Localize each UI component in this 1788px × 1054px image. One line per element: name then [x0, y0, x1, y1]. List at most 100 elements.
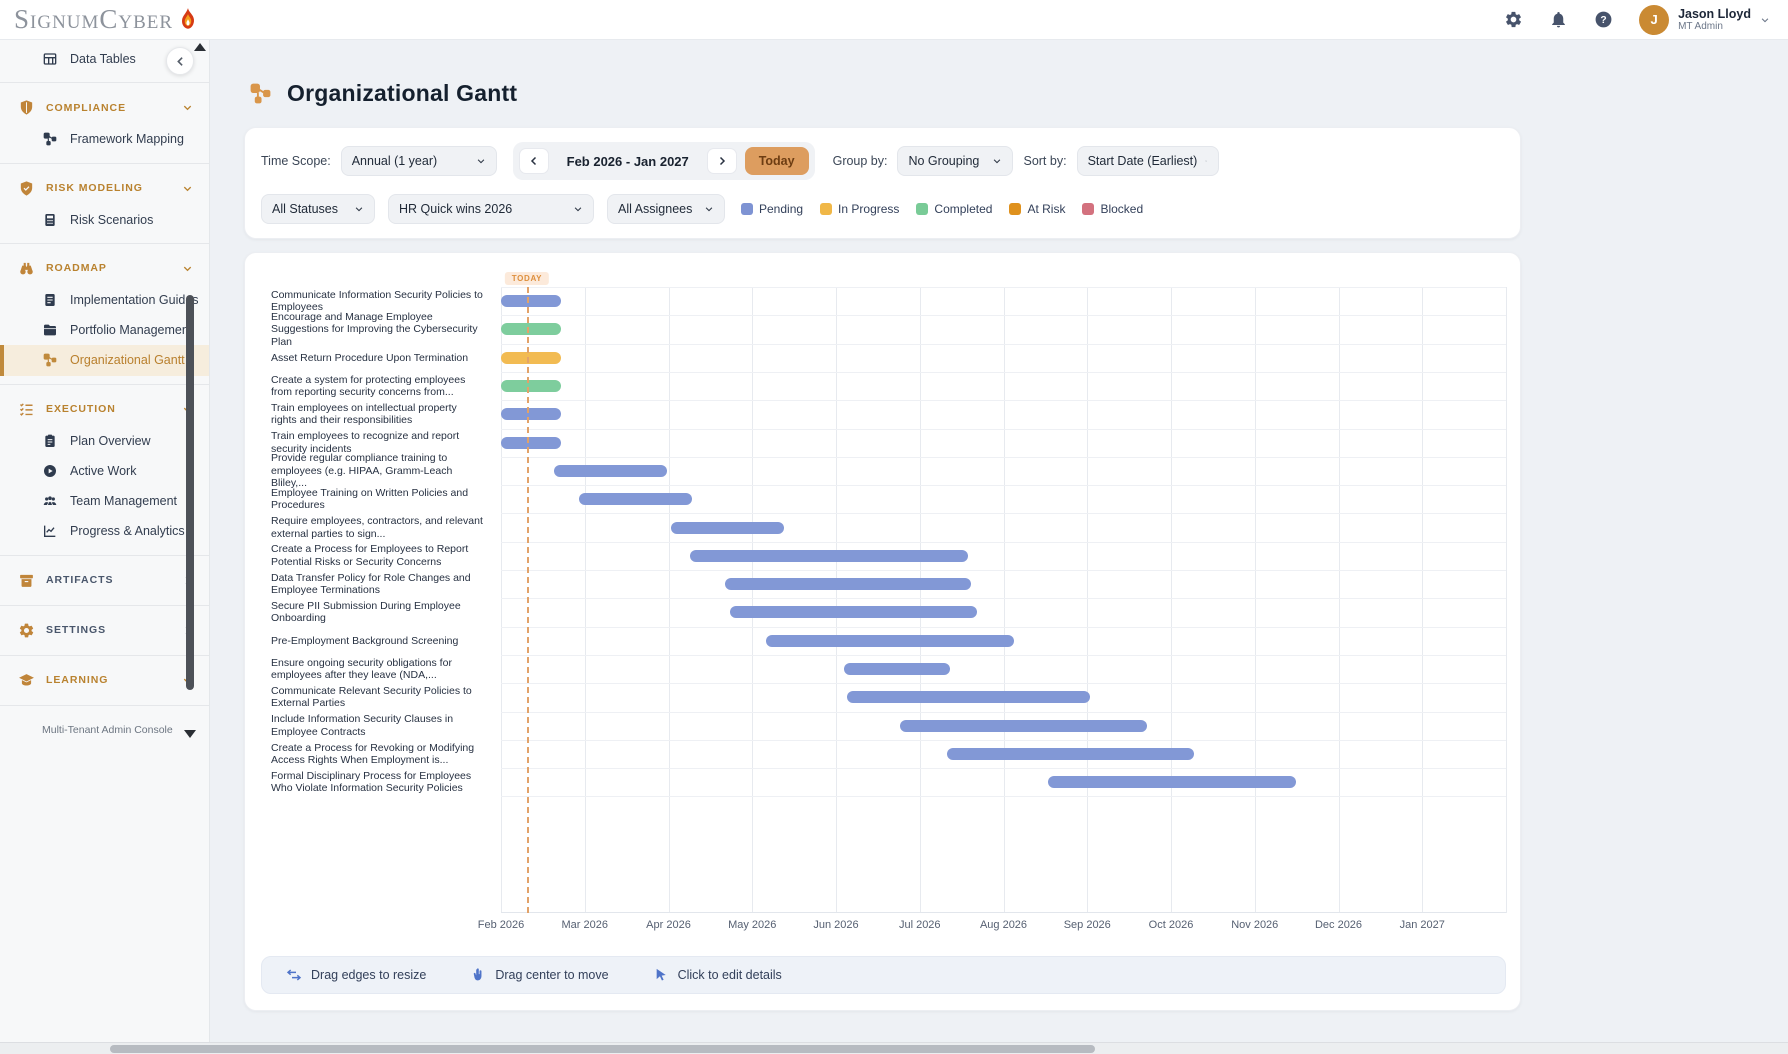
sort-by-select[interactable]: Start Date (Earliest) — [1076, 146, 1219, 176]
sidebar-section-learning[interactable]: LEARNING — [0, 664, 209, 697]
main-content: Organizational Gantt Time Scope: Annual … — [210, 40, 1788, 1042]
binoculars-icon — [18, 260, 35, 277]
task-label-text: Require employees, contractors, and rele… — [271, 515, 483, 540]
gantt-bar[interactable] — [501, 323, 562, 336]
brand-logo: SignumCyber — [14, 6, 199, 33]
month-gridline — [668, 287, 670, 913]
task-label-text: Create a Process for Employees to Report… — [271, 543, 469, 568]
month-gridline — [1422, 287, 1424, 913]
month-axis-label: Nov 2026 — [1231, 919, 1279, 931]
gear-icon[interactable] — [1504, 10, 1523, 29]
gantt-bar[interactable] — [501, 380, 562, 393]
row-separator — [501, 598, 1506, 600]
sidebar-item-multi-tenant-admin-console[interactable]: Multi-Tenant Admin Console — [42, 723, 173, 736]
task-label-text: Communicate Information Security Policie… — [271, 288, 483, 314]
gantt-bar[interactable] — [844, 663, 950, 676]
gantt-bar[interactable] — [846, 691, 1090, 704]
gantt-bar[interactable] — [501, 295, 562, 308]
top-header: SignumCyber ? J Jason L — [0, 0, 1788, 40]
gantt-bar[interactable] — [946, 747, 1194, 760]
sidebar-item-active-work[interactable]: Active Work — [0, 456, 209, 486]
shield-check-icon — [18, 180, 35, 197]
sidebar-item-implementation-guides[interactable]: Implementation Guides — [0, 285, 209, 315]
horizontal-scrollbar[interactable] — [0, 1042, 1788, 1054]
next-period-button[interactable] — [706, 148, 737, 174]
gantt-card: Communicate Information Security Policie… — [244, 252, 1521, 1011]
task-label: Employee Training on Written Policies an… — [271, 485, 493, 513]
task-label: Train employees to recognize and report … — [271, 429, 493, 457]
sidebar-item-portfolio-management[interactable]: Portfolio Management — [0, 315, 209, 345]
task-label-text: Create a system for protecting employees… — [271, 373, 466, 399]
user-menu[interactable]: J Jason Lloyd MT Admin — [1639, 4, 1770, 35]
prev-period-button[interactable] — [518, 148, 549, 174]
horizontal-scrollbar-thumb[interactable] — [110, 1045, 1095, 1053]
gantt-bar[interactable] — [501, 351, 562, 364]
task-label: Formal Disciplinary Process for Employee… — [271, 768, 493, 796]
time-scope-select[interactable]: Annual (1 year) — [340, 146, 497, 176]
gantt-bar[interactable] — [766, 634, 1015, 647]
today-line — [526, 287, 529, 913]
svg-text:?: ? — [1600, 15, 1606, 26]
header-actions: ? J Jason Lloyd MT Admin — [1504, 4, 1770, 35]
sidebar-scroll-up-icon[interactable] — [194, 43, 206, 51]
sidebar-section-roadmap[interactable]: ROADMAP — [0, 252, 209, 285]
sidebar-item-progress-analytics[interactable]: Progress & Analytics — [0, 516, 209, 546]
task-label: Encourage and Manage Employee Suggestion… — [271, 311, 493, 348]
plan-filter-select[interactable]: HR Quick wins 2026 — [388, 194, 594, 224]
status-filter-select[interactable]: All Statuses — [261, 194, 375, 224]
help-icon[interactable]: ? — [1594, 10, 1613, 29]
page-title: Organizational Gantt — [287, 80, 518, 106]
gantt-bar[interactable] — [730, 606, 977, 619]
gantt-bar[interactable] — [724, 578, 971, 591]
chevron-down-icon — [354, 204, 364, 214]
gantt-bar[interactable] — [578, 493, 692, 506]
gantt-chart: Communicate Information Security Policie… — [271, 272, 1507, 939]
sidebar-item-plan-overview[interactable]: Plan Overview — [0, 426, 209, 456]
sidebar-section-artifacts[interactable]: ARTIFACTS — [0, 564, 209, 597]
sidebar-section-execution[interactable]: EXECUTION — [0, 393, 209, 426]
sidebar-section-label: SETTINGS — [46, 624, 107, 636]
sidebar-item-risk-scenarios[interactable]: Risk Scenarios — [0, 205, 209, 235]
sidebar-item-organizational-gantt[interactable]: Organizational Gantt — [0, 345, 209, 376]
sidebar-section-label: ARTIFACTS — [46, 574, 114, 586]
user-name: Jason Lloyd — [1678, 6, 1751, 21]
gantt-bar[interactable] — [1047, 776, 1296, 789]
chevron-down-icon — [182, 102, 193, 113]
sidebar-section-label: RISK MODELING — [46, 182, 143, 194]
sidebar-item-label: Active Work — [70, 463, 137, 478]
month-axis-label: Oct 2026 — [1148, 919, 1194, 931]
legend-item-blocked: Blocked — [1082, 202, 1143, 216]
gantt-plot-area: TODAY — [501, 272, 1507, 913]
month-axis-label: Feb 2026 — [477, 919, 525, 931]
gantt-bar[interactable] — [671, 521, 785, 534]
sidebar-section-compliance[interactable]: COMPLIANCE — [0, 91, 209, 124]
today-button[interactable]: Today — [744, 147, 809, 175]
group-by-select[interactable]: No Grouping — [897, 146, 1014, 176]
user-role: MT Admin — [1678, 20, 1723, 32]
sidebar-item-team-management[interactable]: Team Management — [0, 486, 209, 516]
gantt-bar[interactable] — [690, 549, 969, 562]
gantt-hint-cursor: Click to edit details — [653, 967, 782, 983]
sidebar-item-framework-mapping[interactable]: Framework Mapping — [0, 124, 209, 154]
gantt-hint-label: Drag center to move — [495, 968, 609, 982]
sidebar-scrollbar[interactable] — [186, 295, 194, 690]
framework-icon — [42, 131, 58, 147]
gantt-bar[interactable] — [899, 719, 1147, 732]
sidebar-collapse-button[interactable] — [166, 47, 194, 75]
month-axis: Feb 2026 Mar 2026 Apr 2026 May 2026 Jun 2026… — [478, 919, 1506, 939]
gantt-bar[interactable] — [501, 408, 562, 421]
bell-icon[interactable] — [1549, 10, 1568, 29]
assignee-filter-select[interactable]: All Assignees — [607, 194, 725, 224]
sidebar-item-data-tables[interactable]: Data Tables — [0, 44, 209, 74]
gantt-bar[interactable] — [501, 436, 562, 449]
gantt-bar[interactable] — [553, 464, 667, 477]
sidebar-scroll-down-icon[interactable] — [184, 730, 196, 738]
date-nav-group: Feb 2026 - Jan 2027 Today — [512, 142, 815, 180]
sidebar-section-settings[interactable]: SETTINGS — [0, 614, 209, 647]
month-gridline — [1254, 287, 1256, 913]
sidebar-section-risk-modeling[interactable]: RISK MODELING — [0, 172, 209, 205]
sidebar-section-label: LEARNING — [46, 674, 109, 686]
task-label-text: Create a Process for Revoking or Modifyi… — [271, 741, 475, 766]
month-gridline — [836, 287, 837, 913]
